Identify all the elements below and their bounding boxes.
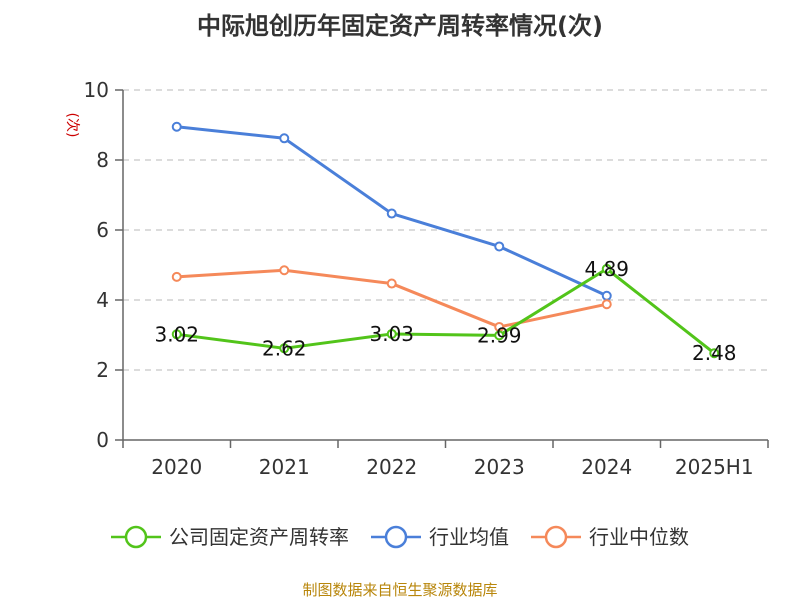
data-point (601, 290, 612, 301)
x-tick-label: 2023 (474, 455, 525, 479)
source-footer: 制图数据来自恒生聚源数据库 (302, 581, 497, 599)
data-point (279, 133, 290, 144)
data-label: 3.03 (369, 322, 414, 346)
y-tick-label: 10 (84, 78, 109, 102)
plot-area (171, 121, 720, 359)
legend-marker-icon (124, 525, 148, 549)
data-point (494, 241, 505, 252)
y-tick-label: 6 (96, 218, 109, 242)
x-tick-label: 2025H1 (675, 455, 754, 479)
x-tick-label: 2021 (259, 455, 310, 479)
data-point (279, 343, 290, 354)
data-point (386, 208, 397, 219)
data-point (601, 263, 612, 274)
x-tick-label: 2020 (151, 455, 202, 479)
legend-label: 公司固定资产周转率 (169, 525, 349, 549)
legend-label: 行业中位数 (589, 525, 689, 549)
y-tick-label: 0 (96, 428, 109, 452)
legend-marker-icon (544, 525, 568, 549)
y-tick-label: 8 (96, 148, 109, 172)
chart-title: 中际旭创历年固定资产周转率情况(次) (197, 12, 603, 40)
data-point (494, 330, 505, 341)
x-tick-label: 2024 (581, 455, 632, 479)
data-point (171, 271, 182, 282)
data-point (279, 265, 290, 276)
data-label: 2.62 (262, 336, 307, 360)
data-point (386, 328, 397, 339)
data-label: 2.99 (477, 323, 522, 347)
data-point (601, 299, 612, 310)
legend-item[interactable]: 行业均值 (371, 525, 509, 549)
legend: 公司固定资产周转率 行业均值 行业中位数 (111, 525, 689, 549)
legend-item[interactable]: 行业中位数 (531, 525, 689, 549)
data-labels: 3.02 2.62 3.03 2.99 4.89 2.48 (154, 257, 736, 365)
data-point (171, 329, 182, 340)
data-point (386, 278, 397, 289)
legend-marker-icon (384, 525, 408, 549)
y-tick-label: 4 (96, 288, 109, 312)
axes: 0 2 4 6 8 10 2020 2021 2022 2023 2024 2025H1 (84, 78, 769, 479)
data-label: 2.48 (692, 341, 737, 365)
data-label: 4.89 (584, 257, 629, 281)
data-point (171, 121, 182, 132)
x-tick-label: 2022 (366, 455, 417, 479)
legend-label: 行业均值 (429, 525, 509, 549)
data-point (709, 348, 720, 359)
legend-item[interactable]: 公司固定资产周转率 (111, 525, 349, 549)
series-line (176, 267, 716, 355)
y-tick-label: 2 (96, 358, 109, 382)
y-axis-unit-label: (次) (64, 113, 80, 138)
data-label: 3.02 (154, 322, 199, 346)
